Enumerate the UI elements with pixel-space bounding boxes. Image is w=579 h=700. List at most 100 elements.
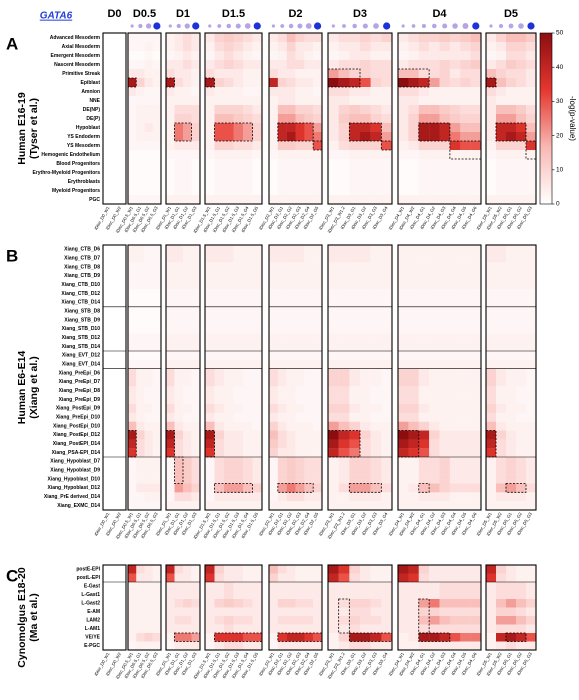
heatmap-cell (506, 430, 517, 440)
heatmap-cell (370, 262, 382, 272)
heatmap-cell (526, 641, 537, 651)
heatmap-cell (449, 271, 461, 281)
heatmap-cell (449, 448, 461, 458)
heatmap-cell (233, 333, 244, 343)
heatmap-cell (224, 439, 234, 449)
heatmap-cell (295, 159, 305, 169)
heatmap-cell (295, 78, 305, 88)
heatmap-cell (460, 42, 471, 52)
heatmap-cell (449, 141, 461, 151)
heatmap-cell (516, 501, 527, 511)
heatmap-cell (136, 262, 145, 272)
heatmap-cell (174, 280, 184, 290)
heatmap-cell (277, 483, 287, 493)
heatmap-cell (439, 177, 451, 187)
heatmap-cell (224, 359, 234, 369)
heatmap-cell (166, 78, 175, 88)
heatmap-cell (526, 616, 537, 625)
heatmap-cell (205, 51, 215, 61)
highlight-box (525, 140, 537, 160)
heatmap-cell (224, 262, 234, 272)
heatmap-cell (286, 474, 296, 484)
heatmap-cell (304, 474, 314, 484)
heatmap-cell (418, 114, 430, 124)
heatmap-cell (338, 351, 350, 361)
heatmap-cell (286, 315, 296, 325)
heatmap-cell (328, 342, 339, 352)
highlight-box (165, 430, 175, 458)
heatmap-cell (370, 315, 382, 325)
heatmap-cell (174, 492, 184, 502)
heatmap-cell (338, 457, 350, 467)
heatmap-cell (486, 474, 497, 484)
heatmap-cell (174, 368, 184, 378)
heatmap-cell (252, 404, 263, 414)
heatmap-cell (103, 633, 115, 642)
heatmap-cell (136, 448, 145, 458)
heatmap-cell (183, 404, 192, 414)
heatmap-cell (360, 368, 371, 378)
heatmap-cell (191, 492, 201, 502)
heatmap-cell (214, 395, 225, 405)
heatmap-cell (398, 573, 409, 583)
heatmap-cell (214, 298, 225, 308)
heatmap-cell (214, 132, 225, 142)
highlight-box (174, 456, 184, 484)
heatmap-cell (243, 132, 253, 142)
heatmap-cell (277, 69, 287, 79)
heatmap-cell (128, 633, 137, 642)
row-label: Xiang_Hypoblast_D12 (47, 485, 100, 491)
heatmap-cell (418, 159, 430, 169)
heatmap-cell (304, 368, 314, 378)
heatmap-cell (269, 474, 279, 484)
heatmap-cell (349, 114, 361, 124)
heatmap-cell (144, 60, 153, 70)
heatmap-cell (398, 78, 409, 88)
heatmap-cell (349, 573, 361, 583)
heatmap-cell (418, 105, 430, 115)
heatmap-cell (277, 51, 287, 61)
heatmap-cell (370, 599, 382, 608)
heatmap-cell (252, 633, 263, 642)
heatmap-cell (114, 159, 127, 169)
heatmap-cell (304, 105, 314, 115)
heatmap-cell (516, 150, 527, 160)
heatmap-cell (349, 465, 361, 475)
heatmap-cell (516, 582, 527, 591)
heatmap-cell (103, 573, 115, 583)
heatmap-cell (313, 123, 323, 133)
heatmap-cell (429, 298, 440, 308)
heatmap-cell (304, 573, 314, 583)
group-frame (397, 564, 482, 651)
heatmap-cell (152, 51, 162, 61)
heatmap-cell (439, 324, 451, 334)
heatmap-cell (398, 430, 409, 440)
heatmap-cell (360, 159, 371, 169)
heatmap-cell (243, 492, 253, 502)
heatmap-cell (496, 430, 507, 440)
group-frame (327, 32, 393, 205)
group-frame (204, 32, 263, 205)
heatmap-cell (205, 616, 215, 625)
heatmap-cell (381, 342, 393, 352)
heatmap-cell (408, 368, 419, 378)
heatmap-cell (152, 159, 162, 169)
heatmap-cell (136, 395, 145, 405)
heatmap-cell (144, 412, 153, 422)
heatmap-cell (224, 159, 234, 169)
row-label: Xiang_STB_D10 (62, 326, 101, 332)
heatmap-cell (269, 359, 279, 369)
heatmap-cell (408, 342, 419, 352)
heatmap-cell (152, 421, 162, 431)
heatmap-cell (418, 404, 430, 414)
heatmap-cell (370, 590, 382, 600)
heatmap-cell (144, 123, 153, 133)
heatmap-cell (439, 351, 451, 361)
heatmap-cell (370, 377, 382, 387)
heatmap-cell (252, 624, 263, 634)
heatmap-cell (205, 96, 215, 106)
heatmap-cell (328, 421, 339, 431)
heatmap-cell (470, 633, 482, 642)
heatmap-cell (328, 298, 339, 308)
heatmap-cell (408, 565, 419, 574)
